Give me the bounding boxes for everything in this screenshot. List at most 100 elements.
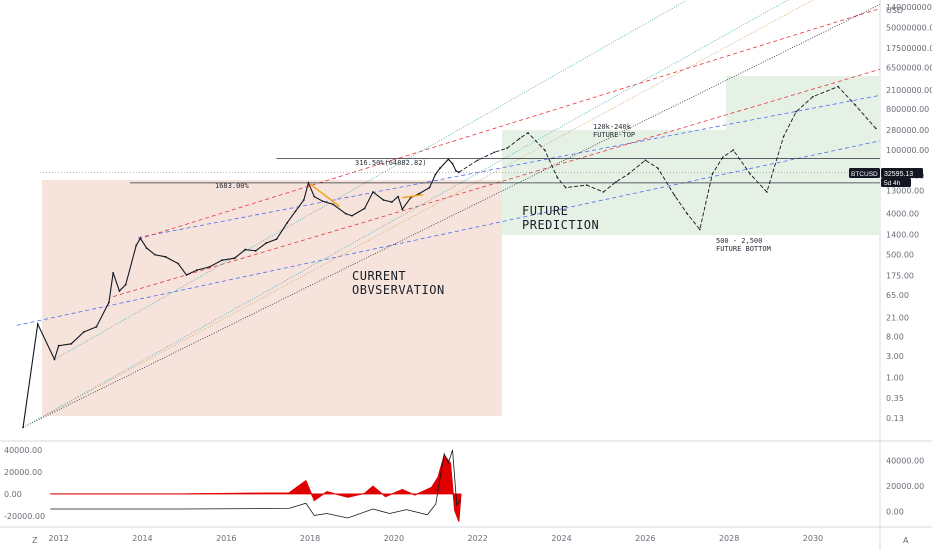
osc-left-tick-label: -20000.00 bbox=[4, 512, 45, 521]
price-history-point bbox=[451, 162, 454, 165]
price-history-point bbox=[139, 237, 142, 240]
future-prediction-point bbox=[722, 156, 724, 158]
orange-pattern-segment bbox=[402, 193, 424, 199]
price-history-point bbox=[82, 331, 85, 333]
y-tick-label: 280000.00 bbox=[886, 126, 929, 135]
y-tick-label: 65.00 bbox=[886, 291, 909, 300]
price-history-point bbox=[208, 266, 211, 268]
price-history-point bbox=[164, 255, 167, 258]
price-history-point bbox=[397, 195, 399, 198]
auto-scale-button[interactable]: A bbox=[903, 536, 909, 545]
fib-extension-label: 316.50%(64882.82) bbox=[355, 159, 427, 167]
y-tick-label: 3.00 bbox=[886, 352, 904, 361]
future-prediction-point bbox=[585, 184, 588, 186]
y-tick-label: 2100000.00 bbox=[886, 86, 932, 95]
future-prediction-point bbox=[686, 212, 689, 215]
price-history-point bbox=[294, 210, 297, 213]
osc-left-tick-label: 40000.00 bbox=[4, 446, 42, 455]
price-history-point bbox=[307, 182, 310, 184]
axes-layer: 2012 2014 2016 2018 2020 2022 2024 2026 2028 2030… bbox=[4, 3, 932, 543]
future-prediction-point bbox=[795, 110, 797, 113]
x-tick-label: 2024 bbox=[551, 534, 571, 543]
price-history-point bbox=[447, 158, 450, 161]
blue-channel-lower bbox=[16, 140, 881, 326]
y-tick-label: 100000.00 bbox=[886, 146, 929, 155]
price-history-point bbox=[196, 269, 198, 271]
price-history-point bbox=[154, 253, 156, 256]
price-history-line bbox=[22, 158, 460, 428]
future-prediction-point bbox=[506, 147, 508, 150]
future-prediction-point bbox=[543, 149, 546, 151]
future-prediction-layer bbox=[458, 85, 877, 231]
current-observation-zone bbox=[42, 180, 502, 416]
y-tick-label: 0.13 bbox=[886, 414, 904, 423]
future-prediction-point bbox=[782, 135, 785, 138]
future-bottom-range-label: 500 - 2,500 bbox=[716, 237, 762, 245]
future-bottom-label: FUTURE BOTTOM bbox=[716, 245, 771, 253]
price-history-point bbox=[145, 247, 148, 250]
currency-label: USD bbox=[886, 6, 903, 15]
price-history-point bbox=[108, 301, 110, 304]
price-history-point bbox=[428, 186, 431, 189]
y-tick-label: 13000.00 bbox=[886, 186, 924, 195]
osc-left-tick-label: 20000.00 bbox=[4, 468, 42, 477]
price-history-point bbox=[313, 195, 316, 198]
price-history-point bbox=[455, 169, 457, 172]
trend-lines bbox=[16, 0, 881, 428]
price-history-point bbox=[418, 192, 420, 195]
y-tick-label: 800000.00 bbox=[886, 105, 929, 114]
future-prediction-point bbox=[458, 171, 460, 174]
y-tick-label: 1400.00 bbox=[886, 230, 919, 239]
future-prediction-label-1: FUTURE bbox=[522, 204, 568, 218]
price-history-point bbox=[135, 244, 138, 247]
future-prediction-point bbox=[699, 228, 701, 231]
price-history-point bbox=[36, 323, 39, 325]
future-prediction-point bbox=[476, 159, 479, 161]
future-prediction-point bbox=[854, 103, 856, 106]
y-tick-label: 8.00 bbox=[886, 332, 904, 341]
price-history-point bbox=[124, 283, 127, 286]
price-history-point bbox=[372, 191, 374, 193]
future-prediction-point bbox=[749, 173, 751, 175]
future-prediction-point bbox=[556, 176, 559, 179]
price-history-point bbox=[302, 199, 305, 201]
y-tick-label: 0.35 bbox=[886, 394, 904, 403]
price-history-point bbox=[244, 248, 247, 251]
x-tick-label: 2022 bbox=[468, 534, 488, 543]
current-observation-label-2: OBVSERVATION bbox=[352, 283, 445, 297]
price-history-point bbox=[22, 426, 24, 429]
price-history-point bbox=[351, 214, 353, 217]
symbol-badge[interactable] bbox=[849, 168, 880, 178]
future-prediction-point bbox=[837, 85, 839, 88]
countdown-text: 5d 4h bbox=[884, 180, 901, 187]
fib-percent-label: 1683.00% bbox=[215, 182, 250, 190]
oscillator-black-line bbox=[50, 449, 462, 519]
price-history-point bbox=[70, 342, 73, 345]
future-prediction-point bbox=[518, 137, 521, 140]
future-top-label: FUTURE-TOP bbox=[593, 131, 635, 139]
price-history-point bbox=[254, 249, 257, 252]
price-history-point bbox=[382, 199, 385, 201]
current-observation-label-1: CURRENT bbox=[352, 269, 406, 283]
price-history-point bbox=[321, 200, 324, 203]
x-tick-label: 2016 bbox=[216, 534, 236, 543]
price-history-point bbox=[185, 274, 188, 276]
osc-right-tick-label: 20000.00 bbox=[886, 482, 924, 491]
x-tick-label: 2020 bbox=[384, 534, 404, 543]
price-history-point bbox=[95, 325, 98, 328]
osc-right-tick-label: 0.00 bbox=[886, 508, 904, 517]
price-history-point bbox=[434, 173, 437, 176]
price-history-point bbox=[221, 259, 223, 262]
price-history-point bbox=[401, 208, 404, 211]
price-history-point bbox=[233, 257, 236, 260]
zoom-toggle-button[interactable]: Z bbox=[32, 536, 38, 545]
future-prediction-point bbox=[711, 173, 714, 175]
price-history-point bbox=[439, 167, 441, 170]
x-tick-label: 2028 bbox=[719, 534, 739, 543]
oscillator-red-line bbox=[50, 454, 462, 522]
horizontal-levels bbox=[40, 158, 880, 184]
future-prediction-point bbox=[493, 151, 496, 153]
y-tick-label: 4000.00 bbox=[886, 210, 919, 219]
countdown-badge bbox=[881, 178, 911, 187]
